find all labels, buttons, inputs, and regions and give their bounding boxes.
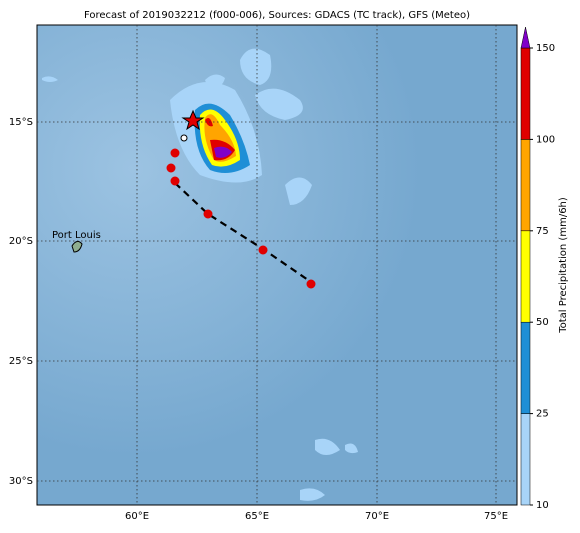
lon-label: 70°E bbox=[365, 511, 389, 522]
grid bbox=[37, 25, 517, 505]
lat-label: 30°S bbox=[9, 476, 33, 487]
lon-label: 60°E bbox=[125, 511, 149, 522]
axis-labels: 15°S 20°S 25°S 30°S 60°E 65°E 70°E 75°E bbox=[9, 117, 508, 522]
colorbar-segment bbox=[520, 413, 531, 506]
colorbar-segment bbox=[520, 230, 531, 323]
lon-label: 65°E bbox=[245, 511, 269, 522]
place-label: Port Louis bbox=[52, 230, 101, 241]
colorbar-segment bbox=[520, 47, 531, 140]
map-title: Forecast of 2019032212 (f000-006), Sourc… bbox=[84, 10, 470, 21]
current-position bbox=[180, 134, 188, 142]
colorbar-tick-label: 25 bbox=[536, 409, 549, 420]
colorbar-segment bbox=[520, 321, 531, 414]
colorbar-tick-label: 75 bbox=[536, 226, 549, 237]
lon-label: 75°E bbox=[484, 511, 508, 522]
colorbar-label: Total Precipitation (mm/6h) bbox=[558, 197, 569, 334]
track bbox=[174, 182, 312, 283]
lat-label: 25°S bbox=[9, 356, 33, 367]
lat-label: 15°S bbox=[9, 117, 33, 128]
colorbar-tick-label: 10 bbox=[536, 500, 549, 511]
colorbar-tick-label: 150 bbox=[536, 43, 555, 54]
colorbar-tick-label: 100 bbox=[536, 134, 555, 145]
colorbar-extend bbox=[520, 26, 531, 49]
island bbox=[71, 240, 83, 253]
colorbar-segment bbox=[520, 139, 531, 232]
storm-symbols bbox=[166, 148, 316, 289]
map-area: Port Louis bbox=[36, 24, 518, 506]
colorbar-tick-label: 50 bbox=[536, 317, 549, 328]
lat-label: 20°S bbox=[9, 236, 33, 247]
rain-extreme bbox=[214, 146, 232, 158]
star bbox=[181, 109, 205, 131]
